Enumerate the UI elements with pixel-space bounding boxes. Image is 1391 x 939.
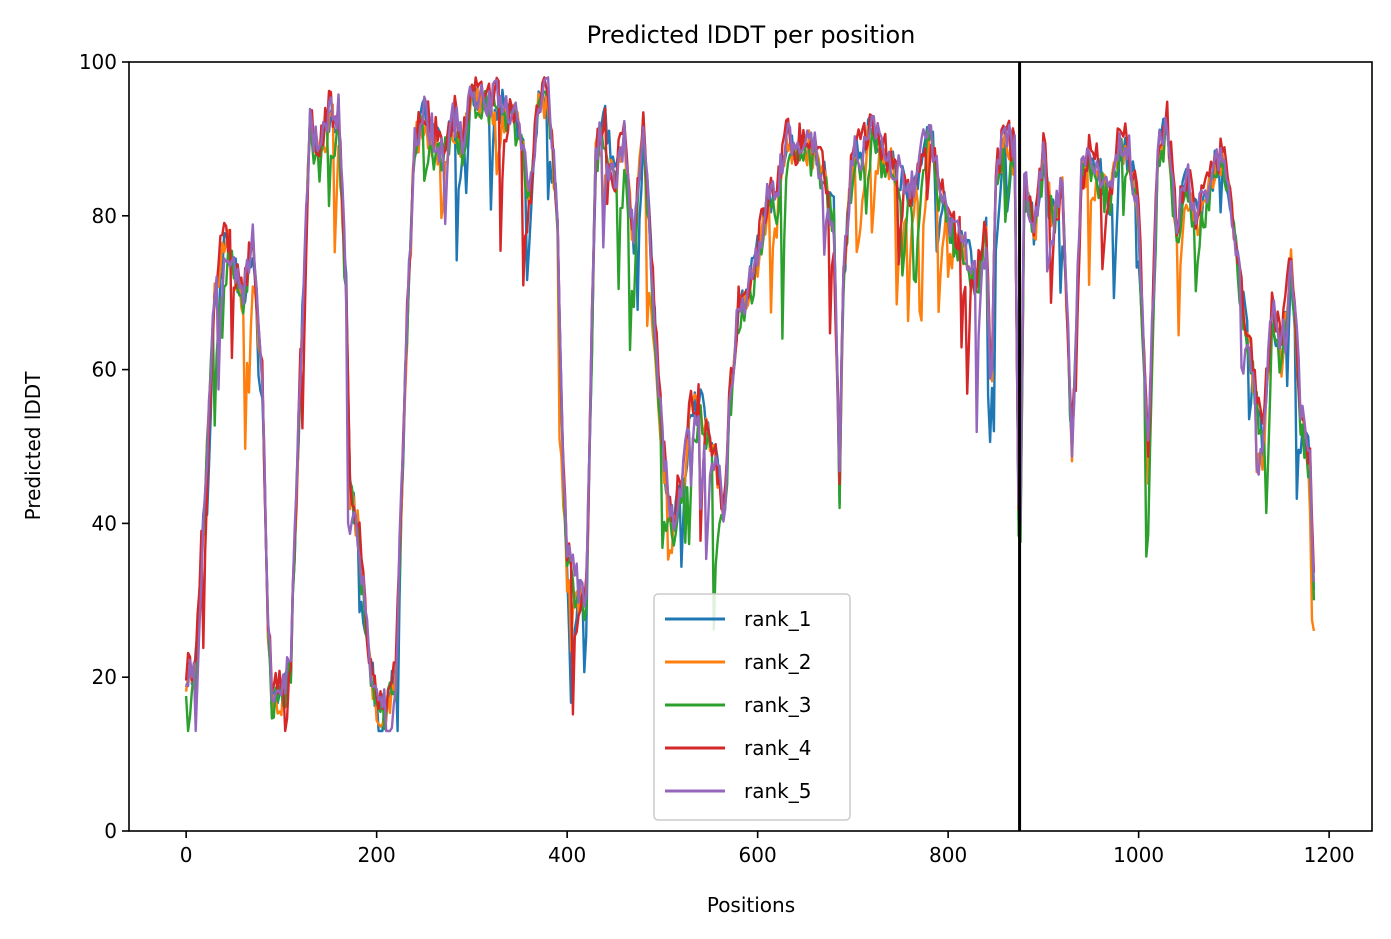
legend-label-rank_1: rank_1 — [744, 607, 811, 631]
plot-frame — [128, 61, 1373, 832]
y-axis: 0 20 40 60 80 100 — [79, 50, 129, 843]
y-tick-label: 40 — [92, 511, 117, 535]
y-tick-label: 20 — [92, 665, 117, 689]
x-axis: 0 200 400 600 800 1000 1200 — [180, 831, 1355, 867]
x-tick-label: 800 — [929, 843, 967, 867]
legend-label-rank_4: rank_4 — [744, 736, 811, 760]
x-tick-label: 400 — [548, 843, 586, 867]
x-tick-label: 600 — [739, 843, 777, 867]
y-tick-label: 60 — [92, 358, 117, 382]
legend-label-rank_2: rank_2 — [744, 650, 811, 674]
series-group — [184, 76, 1316, 733]
series-line-rank_5 — [185, 76, 1316, 733]
y-tick-label: 0 — [104, 819, 117, 843]
chart-title: Predicted lDDT per position — [587, 21, 916, 49]
legend-label-rank_5: rank_5 — [744, 779, 811, 803]
legend: rank_1 rank_2 rank_3 rank_4 rank_5 — [653, 593, 851, 821]
y-tick-label: 80 — [92, 204, 117, 228]
x-tick-label: 1000 — [1113, 843, 1164, 867]
legend-box — [653, 593, 851, 821]
x-tick-label: 0 — [180, 843, 193, 867]
y-axis-title: Predicted lDDT — [21, 371, 45, 521]
plot-area — [184, 62, 1316, 831]
x-tick-label: 200 — [358, 843, 396, 867]
y-tick-label: 100 — [79, 50, 117, 74]
series-line-rank_4 — [184, 76, 1316, 733]
legend-label-rank_3: rank_3 — [744, 693, 811, 717]
x-tick-label: 1200 — [1304, 843, 1355, 867]
x-axis-title: Positions — [707, 893, 795, 917]
